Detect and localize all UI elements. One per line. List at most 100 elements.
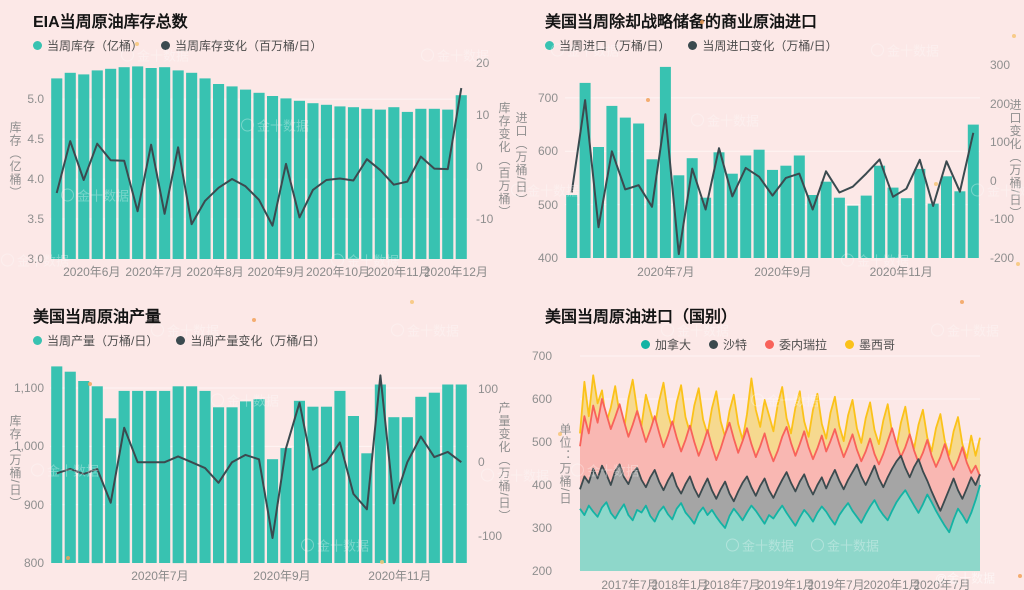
bar xyxy=(132,66,144,260)
bar xyxy=(320,104,332,259)
y-axis-tick-right: 100 xyxy=(990,135,1011,150)
bar xyxy=(132,390,144,563)
y-axis-tick-right: 10 xyxy=(476,108,490,123)
bar xyxy=(726,173,738,258)
y-axis-tick-right: 200 xyxy=(990,96,1011,111)
legend-label: 当周库存（亿桶） xyxy=(47,39,144,53)
y-axis-tick-right: 20 xyxy=(476,56,490,71)
bar xyxy=(833,197,845,258)
y-axis-tick-left: 700 xyxy=(537,90,558,105)
bar xyxy=(455,95,467,259)
x-axis-label: 2018年1月 xyxy=(651,578,709,590)
y-axis-tick-left: 200 xyxy=(531,564,552,578)
bar xyxy=(967,124,979,258)
legend-item-1[interactable]: 当周产量变化（万桶/日） xyxy=(176,332,326,349)
bar xyxy=(186,386,198,564)
chart-panel-production: 美国当周原油产量 当周产量（万桶/日） 当周产量变化（万桶/日） 库存（万桶/日）… xyxy=(0,295,512,590)
y-axis-tick-right: -10 xyxy=(476,211,494,226)
change-line xyxy=(55,87,463,227)
bar xyxy=(767,169,778,258)
legend-item-1[interactable]: 当周库存变化（百万桶/日） xyxy=(161,37,322,54)
bar xyxy=(401,111,413,260)
x-axis-label: 2020年7月 xyxy=(913,578,971,590)
legend: 加拿大 沙特 委内瑞拉 墨西哥 xyxy=(512,336,1024,353)
legend-item-1[interactable]: 沙特 xyxy=(708,336,747,353)
bar xyxy=(240,89,252,259)
bar xyxy=(172,70,184,260)
bar xyxy=(78,381,90,563)
x-axis-label: 2020年11月 xyxy=(367,265,431,279)
legend-dot-icon xyxy=(640,340,650,349)
legend-label: 委内瑞拉 xyxy=(779,338,828,352)
bar xyxy=(186,72,198,259)
bar xyxy=(199,78,211,260)
x-axis-label: 2020年6月 xyxy=(63,265,121,279)
area-series-加拿大 xyxy=(580,485,980,571)
y-axis-tick-right: -100 xyxy=(478,528,503,543)
right-axis-title: 进口变化（万桶/日） xyxy=(1008,98,1022,220)
y-axis-tick-right: 0 xyxy=(478,455,485,470)
bar xyxy=(954,191,966,258)
bar xyxy=(820,181,832,258)
bar xyxy=(240,401,252,563)
y-axis-tick-left: 500 xyxy=(537,197,558,212)
bar xyxy=(199,390,211,563)
right-axis-title: 产量变化（万桶/日） xyxy=(497,400,511,523)
bar xyxy=(226,407,238,564)
bar xyxy=(807,195,819,258)
bar xyxy=(253,399,265,563)
bar xyxy=(213,84,225,259)
legend-label: 当周产量（万桶/日） xyxy=(47,334,159,348)
legend-item-0[interactable]: 当周进口（万桶/日） xyxy=(545,37,670,54)
x-axis-label: 2020年9月 xyxy=(754,265,812,279)
chart-canvas xyxy=(50,366,468,564)
chart-panel-imports-by-country: 美国当周原油进口（国别） 加拿大 沙特 委内瑞拉 墨西哥 单位：万桶/日 700 600… xyxy=(512,295,1024,590)
bar xyxy=(105,68,117,259)
bar xyxy=(646,159,658,258)
y-axis-tick-left: 300 xyxy=(531,521,552,535)
y-axis-tick-left: 5.0 xyxy=(27,92,44,107)
bar xyxy=(686,158,698,258)
legend-label: 沙特 xyxy=(722,338,747,352)
y-axis-tick-right: 0 xyxy=(476,160,483,175)
y-axis-tick-left: 600 xyxy=(531,392,552,406)
legend-dot-icon xyxy=(176,336,186,345)
bar xyxy=(900,198,912,258)
left-axis-title: 库存（万桶/日） xyxy=(8,413,22,510)
bar xyxy=(145,390,157,563)
chart-title: 美国当周原油产量 xyxy=(33,309,162,326)
bar xyxy=(361,108,373,259)
y-axis-tick-right: 100 xyxy=(478,381,499,396)
bar xyxy=(388,417,400,563)
left-axis-title: 进口（万桶/日） xyxy=(514,111,528,207)
bar xyxy=(267,96,279,259)
line-series-沙特 xyxy=(579,454,981,512)
bar xyxy=(334,106,346,260)
bar xyxy=(226,86,238,260)
bar xyxy=(428,392,440,563)
y-axis-tick-left: 700 xyxy=(531,349,552,363)
chart-canvas xyxy=(579,355,981,571)
bar xyxy=(415,396,427,564)
bar xyxy=(442,109,454,259)
bar xyxy=(887,187,899,258)
legend-item-0[interactable]: 当周库存（亿桶） xyxy=(33,37,143,54)
bar xyxy=(159,67,171,259)
bar xyxy=(593,147,604,258)
y-axis-tick-left: 500 xyxy=(531,435,552,449)
bar xyxy=(659,66,671,259)
legend-item-3[interactable]: 墨西哥 xyxy=(845,336,895,353)
y-axis-tick-left: 400 xyxy=(537,251,558,265)
bar xyxy=(700,197,712,258)
legend-item-0[interactable]: 加拿大 xyxy=(640,336,691,353)
legend-item-1[interactable]: 当周进口变化（万桶/日） xyxy=(688,37,838,54)
bar xyxy=(307,103,319,259)
bar xyxy=(860,195,872,258)
x-axis-label: 2020年7月 xyxy=(131,569,189,583)
legend-dot-icon xyxy=(688,41,698,50)
x-axis-label: 2017年7月 xyxy=(601,578,659,590)
legend-item-2[interactable]: 委内瑞拉 xyxy=(765,336,827,353)
bar xyxy=(172,386,184,564)
bar xyxy=(374,109,386,259)
legend-item-0[interactable]: 当周产量（万桶/日） xyxy=(33,332,158,349)
